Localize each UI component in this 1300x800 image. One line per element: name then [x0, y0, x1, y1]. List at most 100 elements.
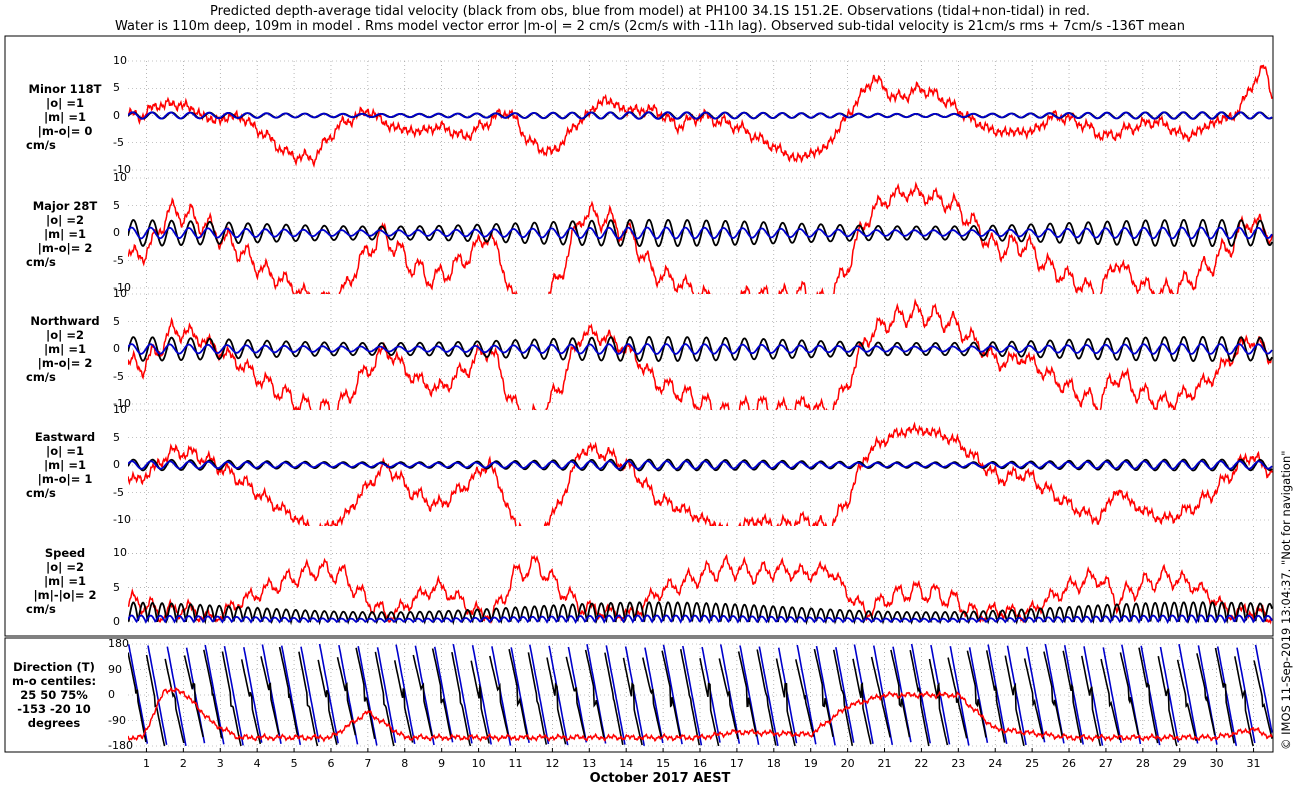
panel-label-line: cm/s [26, 255, 56, 269]
y-tick-label: -5 [113, 369, 124, 383]
chart-title-line2: Water is 110m deep, 109m in model . Rms … [115, 19, 1185, 34]
predicted-model-line-minor [128, 111, 1273, 120]
y-tick-label: 5 [113, 430, 120, 444]
y-tick-label: -10 [113, 397, 131, 410]
y-tick-label: 0 [113, 342, 120, 355]
panel-label-line: |o| =1 [46, 444, 84, 458]
panel-label-line: cm/s [26, 486, 56, 500]
credit-text: © IMOS 11-Sep-2019 13:04:37. "Not for na… [1279, 450, 1293, 750]
y-tick-label: 5 [113, 198, 120, 212]
x-tick-label: 1 [142, 757, 150, 770]
x-tick-label: 10 [471, 757, 486, 770]
upper-frame [4, 35, 1274, 637]
panel-label-line: |m| =1 [43, 110, 87, 124]
panel-label-major: Major 28T |o| =2 |m| =1 |m-o|= 2 cm/s [10, 199, 120, 269]
y-tick-label: 5 [113, 314, 120, 328]
x-tick-label: 15 [656, 757, 671, 770]
x-tick-label: 7 [364, 757, 372, 770]
y-tick-label: -10 [113, 281, 131, 294]
panel-label-line: |m-o|= 0 [37, 124, 93, 138]
y-tick-label: -5 [113, 135, 124, 149]
panel-label-line: |m| =1 [43, 342, 87, 356]
panel-label-northward: Northward |o| =2 |m| =1 |m-o|= 2 cm/s [10, 314, 120, 384]
y-tick-label: 10 [113, 171, 127, 184]
x-tick-label: 18 [766, 757, 781, 770]
x-tick-label: 27 [1098, 757, 1113, 770]
y-tick-label: 0 [113, 615, 120, 628]
x-tick-label: 20 [840, 757, 855, 770]
panel-label-line: |o| =2 [46, 213, 84, 227]
panel-label-line: Minor 118T [28, 82, 102, 96]
x-tick-label: 19 [803, 757, 818, 770]
panel-label-line: |m-o|= 1 [37, 472, 93, 486]
x-tick-label: 8 [401, 757, 409, 770]
panel-label-direction: Direction (T) m-o centiles: 25 50 75% -153 … [6, 660, 102, 730]
panel-label-line: Speed [44, 546, 86, 560]
panel-label-line: Eastward [34, 430, 96, 444]
y-tick-label: -10 [113, 513, 131, 526]
panel-label-line: -153 -20 10 [17, 702, 91, 716]
x-axis-label: October 2017 AEST [589, 771, 731, 786]
y-tick-label: 5 [113, 81, 120, 95]
x-tick-label: 25 [1025, 757, 1040, 770]
observed-line-northward [128, 297, 1273, 410]
x-tick-label: 24 [988, 757, 1003, 770]
x-tick-label: 31 [1246, 757, 1261, 770]
x-tick-label: 29 [1172, 757, 1187, 770]
y-tick-label: 10 [113, 54, 127, 67]
y-tick-label: 10 [113, 546, 127, 560]
y-tick-label: -90 [108, 713, 126, 727]
x-tick-label: 2 [179, 757, 187, 770]
y-tick-label: -10 [113, 163, 131, 176]
y-tick-label: 5 [113, 580, 120, 594]
predicted-obs-line-eastward [128, 458, 1273, 472]
y-tick-label: 0 [113, 458, 120, 471]
predicted-obs-line-major [128, 218, 1273, 248]
predicted-obs-line-speed [128, 601, 1273, 626]
panel-eastward [128, 409, 1273, 526]
y-tick-label: -5 [113, 485, 124, 499]
panel-label-line: |m-o|= 2 [37, 356, 93, 370]
panel-major [128, 177, 1273, 294]
panel-label-line: cm/s [26, 138, 56, 152]
panel-label-line: |m| =1 [43, 458, 87, 472]
y-tick-label: -180 [108, 739, 133, 752]
x-tick-label: 22 [914, 757, 929, 770]
observed-line-speed [128, 553, 1273, 625]
y-tick-label: 0 [108, 688, 115, 701]
x-tick-label: 9 [438, 757, 446, 770]
panel-label-line: |m-o|= 2 [37, 241, 93, 255]
predicted-model-line-major [128, 226, 1273, 240]
panel-label-line: cm/s [26, 602, 56, 616]
predicted-model-line-northward [128, 343, 1273, 355]
x-tick-label: 23 [951, 757, 966, 770]
panel-minor [128, 60, 1273, 171]
x-tick-label: 26 [1062, 757, 1077, 770]
y-tick-label: 10 [113, 287, 127, 300]
panel-label-line: |m|-|o|= 2 [33, 588, 97, 602]
x-tick-label: 16 [693, 757, 707, 770]
panel-label-line: |m| =1 [43, 227, 87, 241]
direction-predicted-obs-line [128, 646, 1273, 747]
x-tick-label: 5 [290, 757, 298, 770]
x-tick-label: 14 [619, 757, 634, 770]
panel-direction [128, 643, 1273, 747]
x-tick-label: 13 [582, 757, 597, 770]
direction-frame [4, 637, 1274, 753]
panel-label-line: Northward [30, 314, 100, 328]
panel-label-line: cm/s [26, 370, 56, 384]
x-tick-label: 28 [1135, 757, 1150, 770]
panel-label-line: |o| =1 [46, 96, 84, 110]
panel-label-line: Major 28T [32, 199, 98, 213]
panel-speed [128, 526, 1273, 626]
x-tick-label: 3 [216, 757, 224, 770]
x-tick-label: 17 [729, 757, 744, 770]
panel-label-speed: Speed |o| =2 |m| =1 |m|-|o|= 2 cm/s [10, 546, 120, 616]
x-tick-label: 12 [545, 757, 560, 770]
y-tick-label: 0 [113, 226, 120, 239]
predicted-obs-line-northward [128, 335, 1273, 363]
panel-label-eastward: Eastward |o| =1 |m| =1 |m-o|= 1 cm/s [10, 430, 120, 500]
panel-label-line: |o| =2 [46, 560, 84, 574]
x-tick-label: 21 [877, 757, 892, 770]
